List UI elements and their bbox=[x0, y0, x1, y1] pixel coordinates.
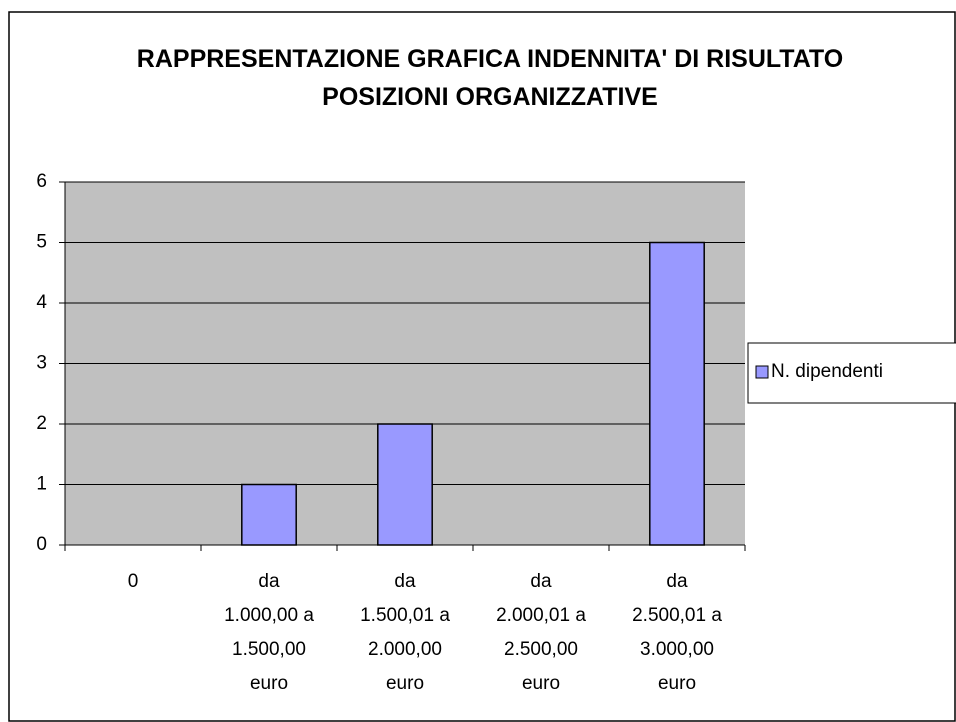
x-tick-label: 0 bbox=[128, 571, 139, 592]
chart-title: RAPPRESENTAZIONE GRAFICA INDENNITA' DI R… bbox=[136, 45, 844, 111]
x-tick-label: 1.000,00 a bbox=[224, 605, 314, 626]
x-tick-label: da bbox=[258, 571, 280, 592]
x-tick-label: euro bbox=[386, 673, 424, 694]
y-tick-label: 0 bbox=[36, 534, 47, 555]
x-tick-label: euro bbox=[250, 673, 288, 694]
bar bbox=[377, 423, 433, 546]
legend-box bbox=[747, 342, 956, 404]
x-tick-label: da bbox=[666, 571, 688, 592]
x-tick-label: 2.000,01 a bbox=[496, 605, 586, 626]
y-tick-label: 4 bbox=[36, 292, 47, 313]
y-tick-label: 1 bbox=[36, 474, 47, 495]
legend-swatch bbox=[755, 365, 769, 379]
x-tick-label: 1.500,01 a bbox=[360, 605, 450, 626]
y-tick-label: 2 bbox=[36, 413, 47, 434]
x-tick-label: 2.500,01 a bbox=[632, 605, 722, 626]
x-tick-label: 2.500,00 bbox=[504, 639, 578, 660]
x-tick-label: 1.500,00 bbox=[232, 639, 306, 660]
x-tick-label: 2.000,00 bbox=[368, 639, 442, 660]
y-tick-label: 5 bbox=[36, 232, 47, 253]
bar bbox=[241, 483, 297, 546]
x-tick-label: euro bbox=[658, 673, 696, 694]
y-tick-label: 6 bbox=[36, 171, 47, 192]
x-tick-label: 3.000,00 bbox=[640, 639, 714, 660]
x-tick-label: da bbox=[530, 571, 552, 592]
bar bbox=[649, 241, 705, 546]
x-tick-label: euro bbox=[522, 673, 560, 694]
x-tick-label: da bbox=[394, 571, 416, 592]
legend-label: N. dipendenti bbox=[771, 361, 883, 382]
y-tick-label: 3 bbox=[36, 353, 47, 374]
